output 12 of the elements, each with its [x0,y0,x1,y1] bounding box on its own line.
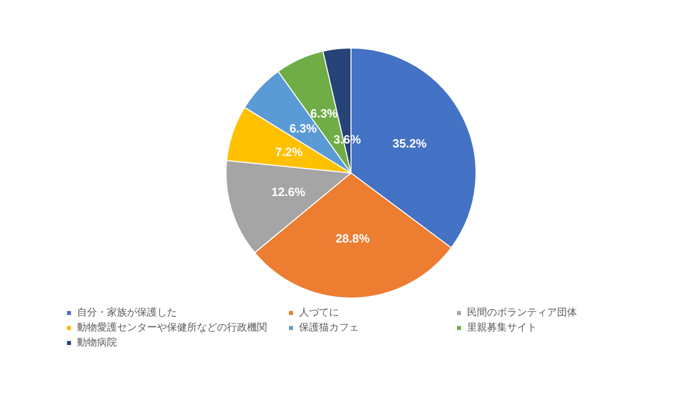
data-label: 12.6% [271,185,306,200]
legend-label: 動物愛護センターや保健所などの行政機関 [77,322,267,334]
legend-label: 里親募集サイト [467,322,537,334]
data-label: 7.2% [275,144,303,159]
legend-label: 自分・家族が保護した [77,306,177,318]
data-label: 35.2% [392,136,427,151]
legend-label: 民間のボランティア団体 [467,306,577,318]
legend-label: 人づてに [299,308,339,318]
legend-label: 動物病院 [77,336,117,348]
data-label: 6.3% [289,121,318,136]
data-label: 28.8% [336,231,370,246]
legend-label: 保護猫カフェ [299,322,359,334]
